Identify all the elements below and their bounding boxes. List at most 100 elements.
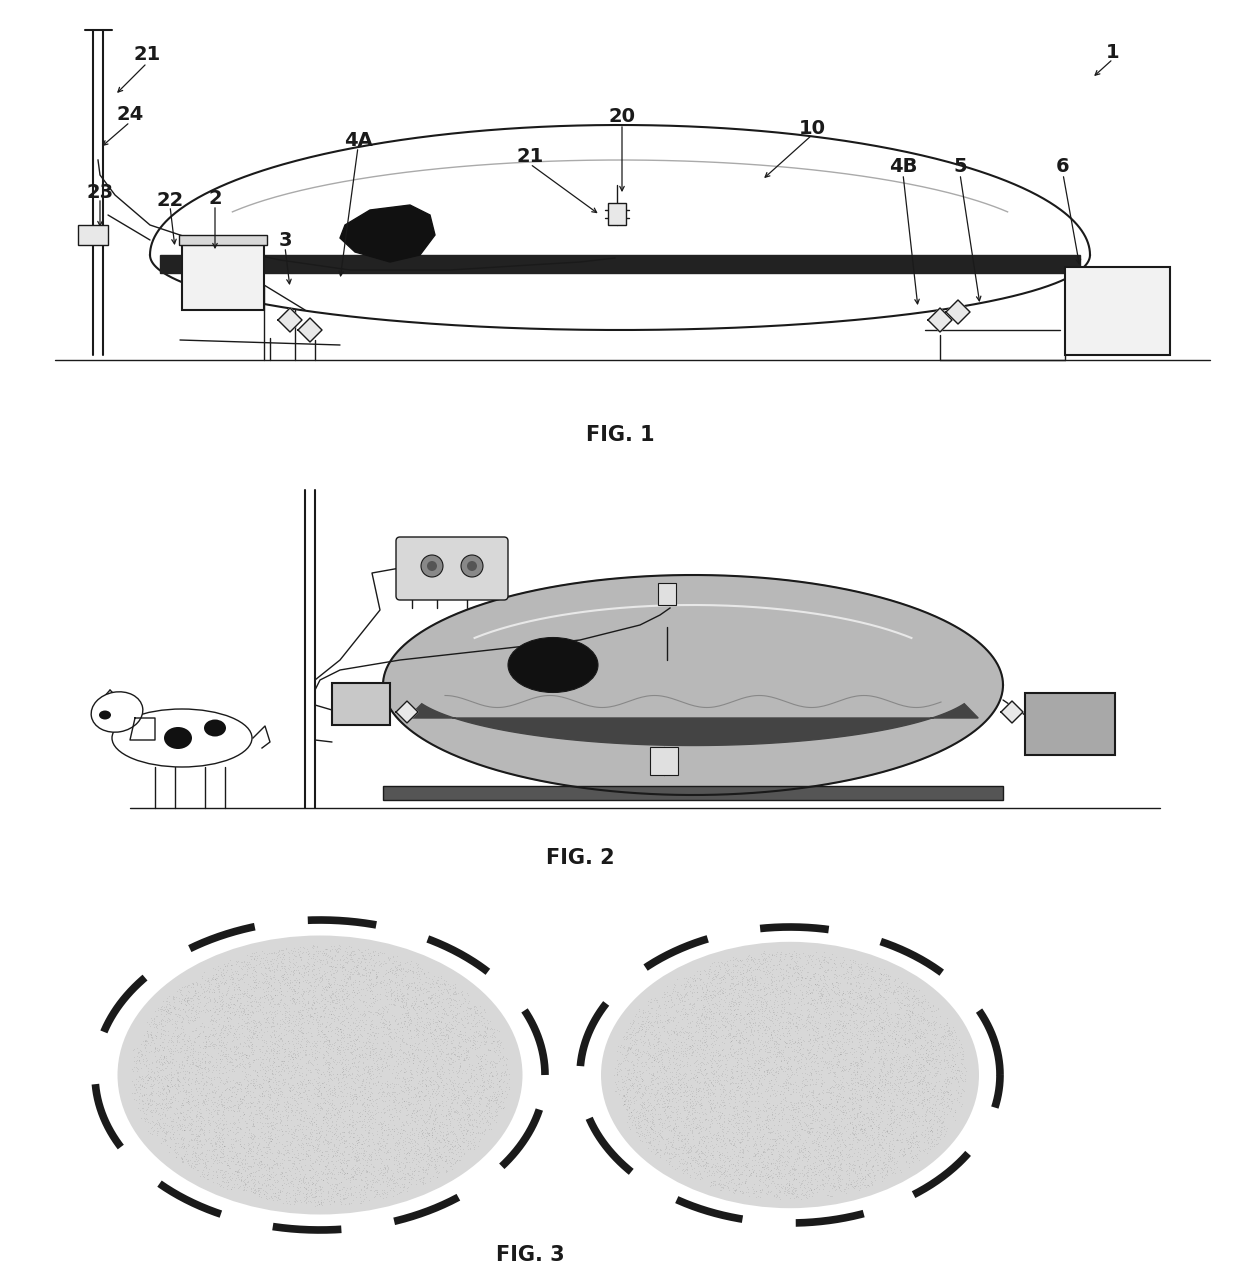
Point <box>759 1153 779 1173</box>
Point <box>432 1011 451 1032</box>
Point <box>859 1046 879 1067</box>
Point <box>391 988 410 1009</box>
Point <box>232 1005 252 1025</box>
Point <box>743 1136 763 1156</box>
Point <box>141 1118 161 1139</box>
Point <box>787 1042 807 1063</box>
Point <box>873 1153 893 1173</box>
Point <box>182 1051 202 1072</box>
Point <box>394 1095 414 1115</box>
Point <box>486 1103 506 1123</box>
Point <box>243 957 263 978</box>
Point <box>150 1104 170 1124</box>
Point <box>893 1088 913 1109</box>
Point <box>243 1050 263 1070</box>
Point <box>371 1114 391 1135</box>
Point <box>770 986 790 1006</box>
Point <box>744 1083 764 1104</box>
Point <box>811 1060 831 1081</box>
Point <box>751 1052 771 1073</box>
Point <box>368 1083 388 1104</box>
Point <box>295 957 315 978</box>
Point <box>853 1023 873 1043</box>
Point <box>203 1068 223 1088</box>
Point <box>309 1154 329 1174</box>
Point <box>789 1101 808 1122</box>
Point <box>636 1100 656 1121</box>
Point <box>213 1144 233 1164</box>
Point <box>853 1010 873 1031</box>
Point <box>167 1063 187 1083</box>
Point <box>895 1108 915 1128</box>
Point <box>464 1070 484 1091</box>
Point <box>217 1176 237 1196</box>
Point <box>861 993 880 1014</box>
Point <box>764 992 784 1013</box>
Point <box>916 1032 936 1052</box>
Point <box>143 1090 162 1110</box>
Point <box>817 1040 837 1060</box>
Point <box>342 1109 362 1130</box>
Point <box>418 987 438 1007</box>
Point <box>402 1064 422 1085</box>
Point <box>667 969 687 989</box>
Point <box>191 1119 211 1140</box>
Point <box>872 1023 892 1043</box>
Point <box>404 1126 424 1146</box>
Point <box>813 952 833 973</box>
Point <box>218 975 238 996</box>
Point <box>151 1052 171 1073</box>
Point <box>291 1104 311 1124</box>
Point <box>321 988 341 1009</box>
Point <box>609 1052 629 1073</box>
Point <box>360 948 379 969</box>
Point <box>825 982 844 1002</box>
Point <box>744 1135 764 1155</box>
Point <box>879 1137 899 1158</box>
Point <box>365 1172 384 1192</box>
Point <box>217 1124 237 1145</box>
Point <box>795 1096 815 1117</box>
Point <box>717 1121 737 1141</box>
Point <box>332 979 352 1000</box>
Point <box>787 1109 807 1130</box>
Point <box>715 978 735 998</box>
Point <box>277 1006 296 1027</box>
Point <box>172 1149 192 1169</box>
Point <box>177 988 197 1009</box>
Point <box>668 1042 688 1063</box>
Point <box>155 1047 175 1068</box>
Point <box>301 997 321 1018</box>
Point <box>244 1174 264 1195</box>
Point <box>149 1067 169 1087</box>
Point <box>921 1051 941 1072</box>
Point <box>205 1001 224 1022</box>
Point <box>206 1051 226 1072</box>
Point <box>733 1028 753 1049</box>
Point <box>670 1064 689 1085</box>
Point <box>417 1135 436 1155</box>
Point <box>254 1154 274 1174</box>
Point <box>801 1180 821 1200</box>
Point <box>298 1088 317 1109</box>
Point <box>351 1124 371 1145</box>
Point <box>844 1108 864 1128</box>
Point <box>810 1127 830 1148</box>
Point <box>144 1013 164 1033</box>
Point <box>624 1033 644 1054</box>
Point <box>196 1065 216 1086</box>
Point <box>672 989 692 1010</box>
Point <box>190 1059 210 1079</box>
Point <box>730 1010 750 1031</box>
Point <box>425 1081 445 1101</box>
Point <box>277 964 296 984</box>
Point <box>234 984 254 1005</box>
Point <box>680 1105 699 1126</box>
Point <box>858 1031 878 1051</box>
Point <box>267 1033 286 1054</box>
Point <box>223 1070 243 1091</box>
Point <box>439 1104 459 1124</box>
Point <box>353 1144 373 1164</box>
Point <box>373 1103 393 1123</box>
Point <box>154 1078 174 1099</box>
